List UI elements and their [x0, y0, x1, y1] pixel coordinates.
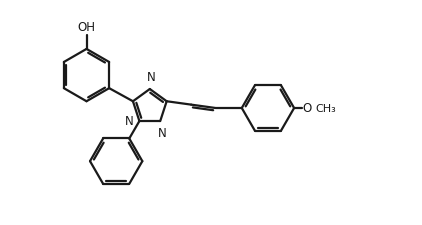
Text: O: O	[302, 102, 311, 115]
Text: N: N	[125, 114, 133, 127]
Text: CH₃: CH₃	[315, 104, 336, 113]
Text: OH: OH	[78, 21, 95, 34]
Text: N: N	[147, 71, 155, 84]
Text: N: N	[158, 127, 167, 140]
